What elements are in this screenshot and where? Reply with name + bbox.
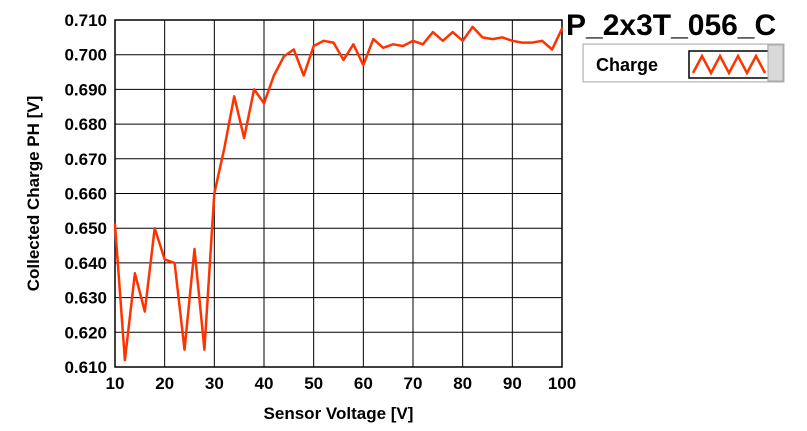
legend-label-charge: Charge — [596, 55, 658, 75]
x-tick-label: 20 — [155, 374, 174, 393]
x-tick-labels: 10 20 30 40 50 60 70 80 90 100 — [106, 374, 577, 393]
y-tick-label: 0.680 — [64, 115, 107, 134]
y-tick-label: 0.710 — [64, 11, 107, 30]
plot-area — [114, 19, 563, 368]
x-tick-label: 80 — [453, 374, 472, 393]
x-tick-label: 60 — [354, 374, 373, 393]
x-tick-label: 70 — [404, 374, 423, 393]
x-tick-label: 10 — [106, 374, 125, 393]
series-layer — [113, 25, 564, 362]
y-tick-label: 0.640 — [64, 254, 107, 273]
y-axis-title: Collected Charge PH [V] — [24, 96, 43, 292]
x-tick-label: 100 — [548, 374, 576, 393]
legend-scrollbar[interactable] — [767, 44, 784, 82]
y-tick-label: 0.660 — [64, 185, 107, 204]
y-tick-label: 0.690 — [64, 80, 107, 99]
y-tick-label: 0.610 — [64, 358, 107, 377]
y-tick-labels: 0.610 0.620 0.630 0.640 0.650 0.660 0.670 0.680… — [64, 11, 107, 377]
x-tick-label: 90 — [503, 374, 522, 393]
y-tick-label: 0.650 — [64, 219, 107, 238]
x-tick-label: 50 — [304, 374, 323, 393]
y-tick-label: 0.620 — [64, 323, 107, 342]
x-tick-label: 40 — [255, 374, 274, 393]
x-axis-title: Sensor Voltage [V] — [264, 404, 414, 423]
legend: Charge — [582, 43, 785, 83]
series-line-charge — [113, 25, 564, 362]
x-tick-label: 30 — [205, 374, 224, 393]
y-tick-label: 0.700 — [64, 46, 107, 65]
y-tick-label: 0.630 — [64, 289, 107, 308]
y-tick-label: 0.670 — [64, 150, 107, 169]
chart-title: P_2x3T_056_C — [566, 9, 776, 42]
legend-swatch-line — [691, 53, 767, 76]
